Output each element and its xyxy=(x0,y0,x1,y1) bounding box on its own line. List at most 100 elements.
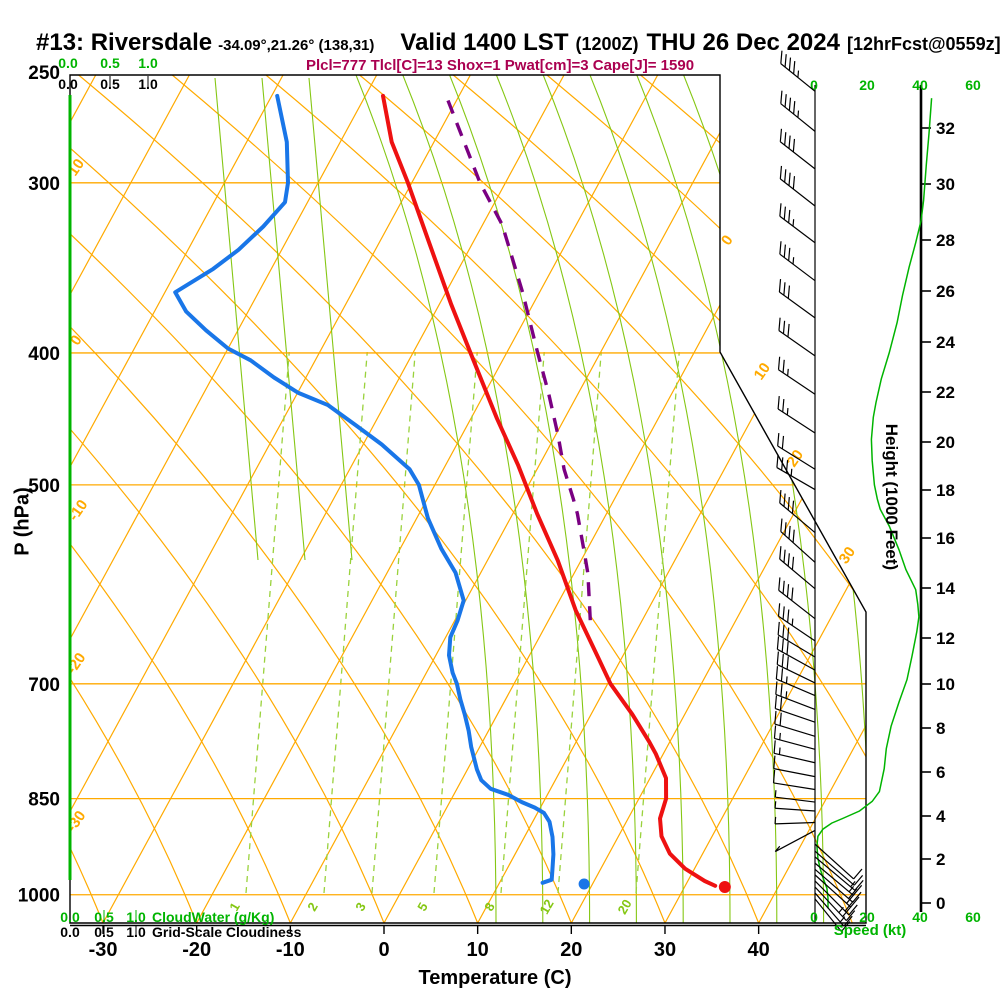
wind-barb-staff xyxy=(774,737,816,750)
temp-tick-label: -20 xyxy=(182,939,211,961)
wind-barb-feather xyxy=(850,896,860,908)
wind-barb-feather xyxy=(779,489,782,504)
wind-barb-feather xyxy=(845,910,856,922)
wind-barb-staff xyxy=(776,467,816,491)
wind-barb-feather xyxy=(776,454,779,468)
mixing-ratio-line xyxy=(323,351,368,894)
wind-barb-feather xyxy=(783,244,786,258)
wind-barb-staff xyxy=(814,898,842,932)
wind-barb-feather xyxy=(787,553,790,567)
valid-time: Valid 1400 LST xyxy=(400,29,569,56)
wind-barbs xyxy=(772,50,864,932)
wind-barb-feather xyxy=(788,57,792,71)
cloudwater-scale-tick-top: 0.0 xyxy=(58,55,78,71)
wind-barb-staff xyxy=(778,369,816,395)
wind-barb-staff xyxy=(780,531,816,563)
isotherm-label-left: -20 xyxy=(63,650,89,678)
wind-barb-feather xyxy=(788,209,791,223)
wind-barb-half-feather xyxy=(792,257,795,265)
isotherm-line xyxy=(70,75,471,923)
wind-barb-half-feather xyxy=(848,885,855,893)
wind-barb-staff xyxy=(777,445,816,470)
height-tick-label: 14 xyxy=(936,579,955,598)
wind-barb-feather xyxy=(788,247,791,261)
speed-tick-top: 60 xyxy=(965,77,981,93)
wind-barb-feather xyxy=(844,900,854,912)
wind-barb-feather xyxy=(783,549,786,563)
dry-adiabat-line xyxy=(546,75,866,923)
height-tick-label: 16 xyxy=(936,529,955,548)
wind-barb-half-feather xyxy=(787,368,789,376)
forecast-tag: [12hrFcst@0559z] xyxy=(846,34,1000,54)
plot-frame xyxy=(69,74,867,924)
wind-barb-feather xyxy=(776,636,780,650)
temp-tick-label: 40 xyxy=(748,939,770,961)
cloudiness-scale-tick-bottom: 0.0 xyxy=(60,924,80,940)
mixing-ratio-line xyxy=(557,351,602,894)
temperature-curve xyxy=(381,93,718,888)
wind-barb-feather xyxy=(773,740,776,754)
wind-barb-half-feather xyxy=(850,881,856,888)
wind-barb-feather xyxy=(793,61,796,75)
wind-barb-feather xyxy=(784,54,787,68)
wind-barb-feather xyxy=(782,606,785,620)
wind-barb-feather xyxy=(775,666,779,680)
wind-barb-feather xyxy=(779,697,783,711)
pressure-tick-label: 700 xyxy=(28,675,60,696)
height-tick-label: 10 xyxy=(936,675,955,694)
wind-barb-staff xyxy=(778,615,816,642)
height-tick-label: 4 xyxy=(936,807,946,826)
stability-params: Plcl=777 Tlcl[C]=13 Shox=1 Pwat[cm]=3 Ca… xyxy=(305,57,695,74)
wind-barb-feather xyxy=(779,241,782,255)
wind-barb-staff xyxy=(779,558,816,590)
wind-barb-staff xyxy=(814,874,852,908)
height-tick-label: 20 xyxy=(936,433,955,452)
wind-barb-feather xyxy=(781,638,784,653)
cloudwater-scale-tick-bottom: 0.0 xyxy=(60,909,80,925)
wind-barb-feather xyxy=(777,396,780,410)
wind-barb-feather xyxy=(774,695,778,709)
isotherm-label-right: 20 xyxy=(784,447,807,470)
wind-barb-half-feather xyxy=(778,747,781,755)
wind-barb-feather xyxy=(787,285,791,299)
wind-barb-staff xyxy=(775,821,816,825)
mixing-ratio-line xyxy=(635,351,680,894)
pressure-axis-label: P (hPa) xyxy=(11,487,34,556)
isotherm-line xyxy=(477,75,866,923)
wind-barb-staff xyxy=(814,886,847,922)
wind-barb-half-feather xyxy=(779,732,781,740)
dry-adiabat-line xyxy=(265,75,866,923)
dry-adiabat-line xyxy=(70,75,666,923)
wind-barb-feather xyxy=(773,725,777,739)
wind-barb-staff xyxy=(814,862,854,896)
wind-barb-feather xyxy=(779,128,783,142)
moist-adiabat-line xyxy=(636,75,778,923)
wind-barb-staff xyxy=(814,880,850,916)
wind-barb-staff xyxy=(777,408,816,434)
wind-barb-feather xyxy=(840,921,851,932)
wind-barb-staff xyxy=(814,892,845,927)
wind-barb-feather xyxy=(788,135,791,149)
pressure-tick-label: 850 xyxy=(28,790,60,811)
pressure-tick-label: 250 xyxy=(28,63,60,84)
temp-tick-label: -10 xyxy=(276,939,305,961)
wind-barb-feather xyxy=(788,525,791,539)
wind-barb-feather xyxy=(853,874,864,886)
wind-barb-staff xyxy=(777,634,816,658)
mixing-ratio-label: 20 xyxy=(614,897,634,917)
cloudwater-scale-tick-top: 1.0 xyxy=(138,55,158,71)
speed-tick-top: 0 xyxy=(810,77,818,93)
wind-barb-feather xyxy=(786,584,790,598)
wind-barb-feather xyxy=(786,641,789,655)
wind-barb-feather xyxy=(781,653,784,668)
moist-adiabat-line xyxy=(214,77,259,561)
wind-barb-half-feather xyxy=(774,816,777,824)
mixing-ratio-line xyxy=(371,351,416,894)
wind-barb-feather xyxy=(785,460,789,474)
wind-barb-feather xyxy=(846,892,856,904)
temperature-axis-label: Temperature (C) xyxy=(418,967,572,989)
isotherm-label-right: 30 xyxy=(836,544,859,567)
wind-barb-feather xyxy=(786,656,789,670)
isotherm-label-left: -30 xyxy=(63,808,89,836)
